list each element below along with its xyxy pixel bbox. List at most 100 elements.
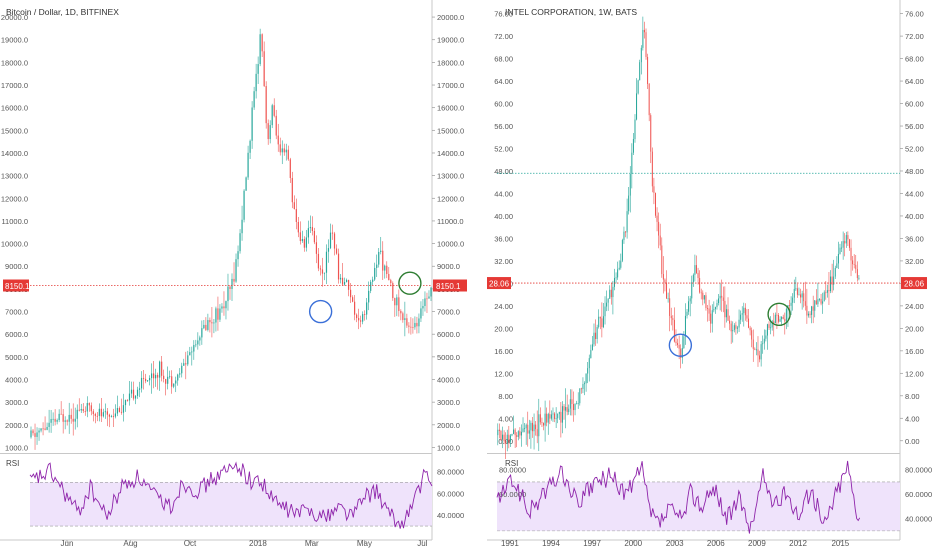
price-tick-label: 18000.0 (437, 58, 464, 67)
candle-body (370, 281, 372, 291)
candle-body (40, 428, 42, 431)
candle-body (76, 409, 78, 419)
candle-body (576, 403, 578, 405)
price-tick-label: 2000.0 (437, 421, 460, 430)
candle-body (855, 264, 857, 270)
candle-body (207, 320, 209, 330)
candle-body (319, 268, 322, 270)
candle-body (777, 314, 779, 322)
candle-body (155, 374, 157, 379)
candle-body (598, 316, 600, 328)
candle-body (500, 431, 502, 440)
candle-body (104, 411, 106, 413)
candle-body (830, 276, 832, 292)
current-price-value: 8150.1 (436, 282, 461, 291)
candle-body (642, 29, 644, 48)
candle-body (702, 292, 704, 300)
rsi-tick-label: 80.0000 (437, 467, 464, 476)
candle-body (82, 408, 84, 411)
price-tick-label: 68.00 (905, 55, 924, 64)
price-tick-label-left: 56.00 (494, 122, 513, 131)
candle-body (672, 318, 674, 320)
candle-body (333, 233, 336, 249)
current-price-value-left: 28.06 (489, 280, 510, 289)
candle-body (593, 332, 595, 345)
price-tick-label-left: 20.00 (494, 324, 513, 333)
candle-body (189, 352, 191, 356)
price-tick-label-left: 18000.0 (1, 58, 28, 67)
candle-body (66, 420, 68, 422)
price-tick-label: 32.00 (905, 257, 924, 266)
price-tick-label-left: 40.00 (494, 212, 513, 221)
candle-body (691, 282, 693, 299)
candle-body (770, 327, 772, 329)
candle-body (213, 322, 215, 324)
candle-body (814, 300, 816, 311)
candle-body (219, 308, 221, 320)
candle-body (159, 361, 161, 378)
candle-body (430, 287, 432, 297)
candle-body (177, 374, 179, 381)
price-tick-label: 14000.0 (437, 149, 464, 158)
candle-body (798, 294, 800, 296)
candle-body (675, 341, 677, 344)
candle-body (78, 409, 80, 411)
price-tick-label-left: 16000.0 (1, 104, 28, 113)
price-tick-label: 56.00 (905, 122, 924, 131)
candle-body (157, 374, 159, 378)
candle-body (223, 306, 225, 309)
candle-body (241, 219, 243, 234)
time-tick-label: 2003 (666, 539, 684, 548)
candle-body (735, 325, 737, 329)
price-tick-label: 64.00 (905, 77, 924, 86)
price-tick-label: 19000.0 (437, 36, 464, 45)
candle-body (695, 265, 697, 273)
candle-body (505, 441, 507, 444)
candle-body (114, 413, 117, 417)
candle-body (647, 56, 649, 84)
candle-body (167, 376, 169, 384)
candle-body (730, 323, 732, 332)
price-tick-label-left: 15000.0 (1, 126, 28, 135)
candle-body (283, 148, 285, 153)
candle-body (343, 282, 346, 285)
rsi-tick-label: 60.0000 (437, 489, 464, 498)
candle-body (613, 278, 615, 287)
current-price-tag (901, 277, 927, 290)
candle-body (285, 149, 287, 153)
candle-body (102, 412, 104, 417)
price-tick-label-left: 10000.0 (1, 240, 28, 249)
candle-body (828, 290, 830, 292)
candle-body (171, 376, 173, 387)
candle-body (380, 250, 382, 252)
candle-body (516, 435, 518, 437)
time-tick-label: Jun (61, 539, 74, 548)
candle-body (503, 434, 505, 442)
time-tick-label: 2012 (789, 539, 807, 548)
price-tick-label-left: 17000.0 (1, 81, 28, 90)
candle-body (602, 316, 604, 328)
candle-body (707, 308, 709, 309)
candle-body (138, 388, 141, 390)
candle-body (692, 274, 694, 283)
candle-body (615, 277, 617, 279)
rsi-tick-label: 60.0000 (905, 490, 932, 499)
candle-body (418, 318, 420, 327)
price-tick-label: 15000.0 (437, 126, 464, 135)
candle-body (520, 431, 522, 436)
candle-body (793, 288, 795, 298)
candle-body (142, 377, 145, 379)
candle-body (42, 428, 44, 430)
candle-body (563, 406, 565, 411)
candle-body (705, 295, 707, 309)
candle-body (554, 413, 556, 419)
candle-body (842, 241, 844, 248)
candle-body (199, 337, 201, 341)
candle-body (826, 290, 828, 293)
candle-body (536, 429, 538, 437)
candle-body (754, 348, 756, 350)
candle-body (729, 320, 731, 324)
price-tick-label-left: 2000.0 (5, 421, 28, 430)
candle-body (335, 248, 338, 254)
candle-body (146, 380, 149, 382)
